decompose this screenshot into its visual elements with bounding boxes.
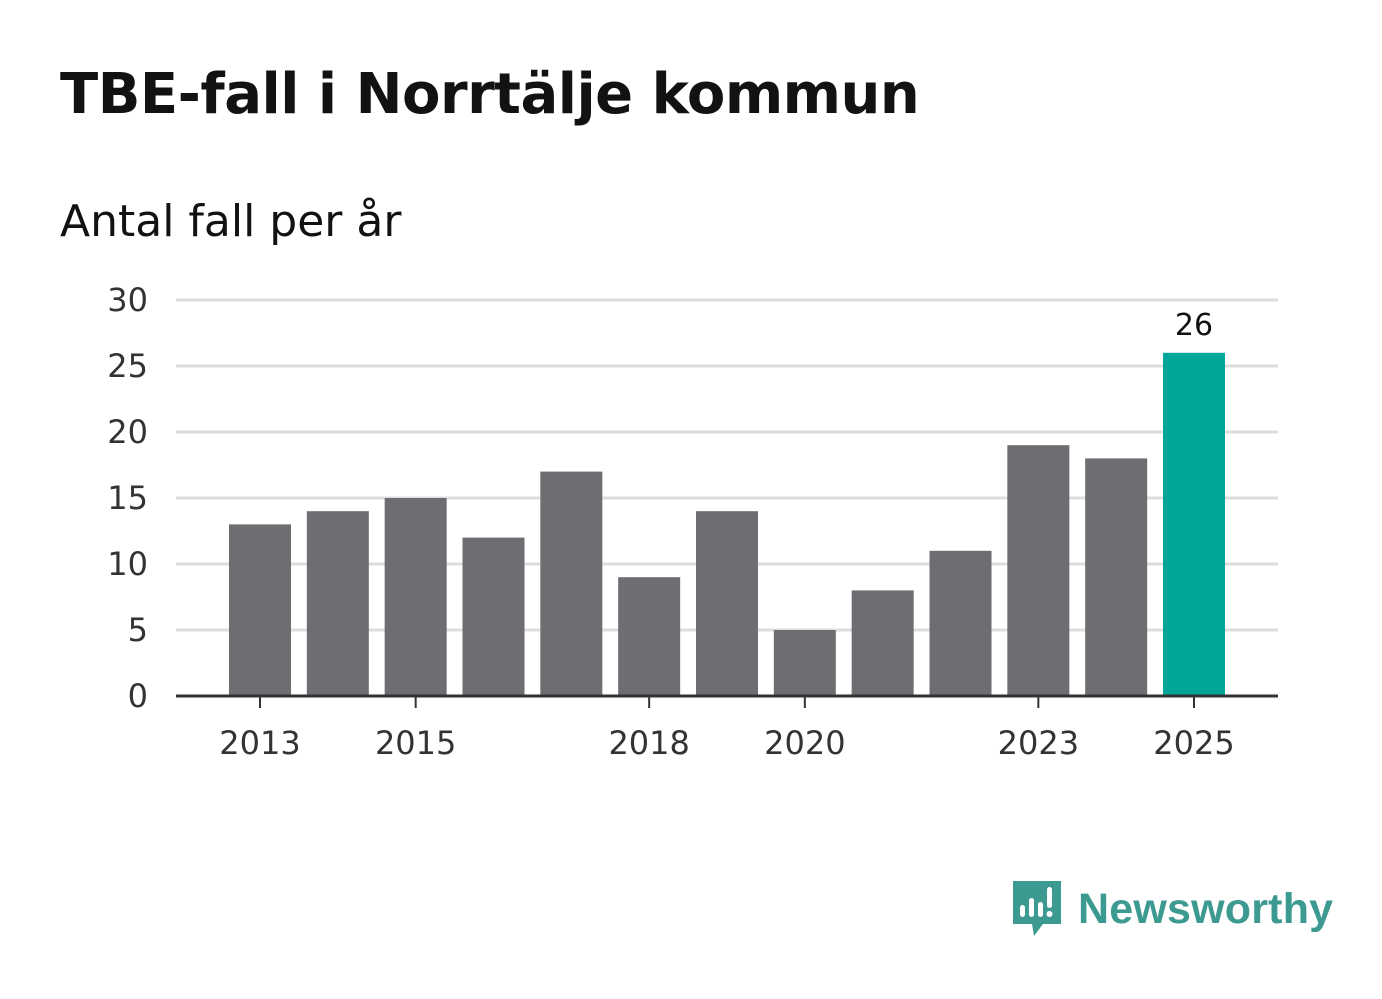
bar-2021 [851, 590, 914, 696]
logo-text: Newsworthy [1078, 884, 1334, 933]
y-tick-label-0: 0 [128, 677, 148, 715]
bar-2025 [1163, 352, 1225, 696]
y-tick-label-15: 15 [107, 479, 148, 517]
bar-2022 [929, 550, 992, 696]
bar-2015 [384, 498, 447, 696]
x-axis: 2013 2015 2018 2020 2023 2025 [176, 694, 1278, 762]
data-label-2025: 26 [1175, 308, 1213, 343]
y-tick-label-30: 30 [107, 281, 148, 319]
y-tick-label-5: 5 [128, 611, 148, 649]
bar-2020 [773, 630, 836, 696]
chart-title: TBE-fall i Norrtälje kommun [60, 62, 920, 127]
newsworthy-logo: Newsworthy [1010, 878, 1333, 940]
bar-2024 [1085, 458, 1148, 696]
bar-2018 [618, 577, 681, 696]
bars [229, 352, 1225, 696]
data-labels: 26 [1175, 308, 1213, 343]
y-tick-label-20: 20 [107, 413, 148, 451]
y-tick-label-25: 25 [107, 347, 148, 385]
bar-2023 [1007, 445, 1070, 696]
y-axis-ticks: 0 5 10 15 20 25 30 [107, 281, 148, 715]
x-tick-label-2018: 2018 [608, 724, 689, 762]
bar-2019 [696, 511, 758, 696]
x-tick-label-2013: 2013 [219, 724, 300, 762]
newsworthy-chart-bubble-icon [1013, 881, 1061, 936]
x-tick-label-2020: 2020 [764, 724, 845, 762]
chart-subtitle: Antal fall per år [60, 196, 402, 247]
bar-2014 [306, 511, 369, 696]
y-tick-label-10: 10 [107, 545, 148, 583]
bar-2017 [540, 471, 603, 696]
x-tick-label-2023: 2023 [998, 724, 1079, 762]
bar-2016 [462, 537, 525, 696]
x-tick-label-2025: 2025 [1153, 724, 1234, 762]
bar-2013 [229, 524, 291, 696]
x-tick-label-2015: 2015 [375, 724, 456, 762]
